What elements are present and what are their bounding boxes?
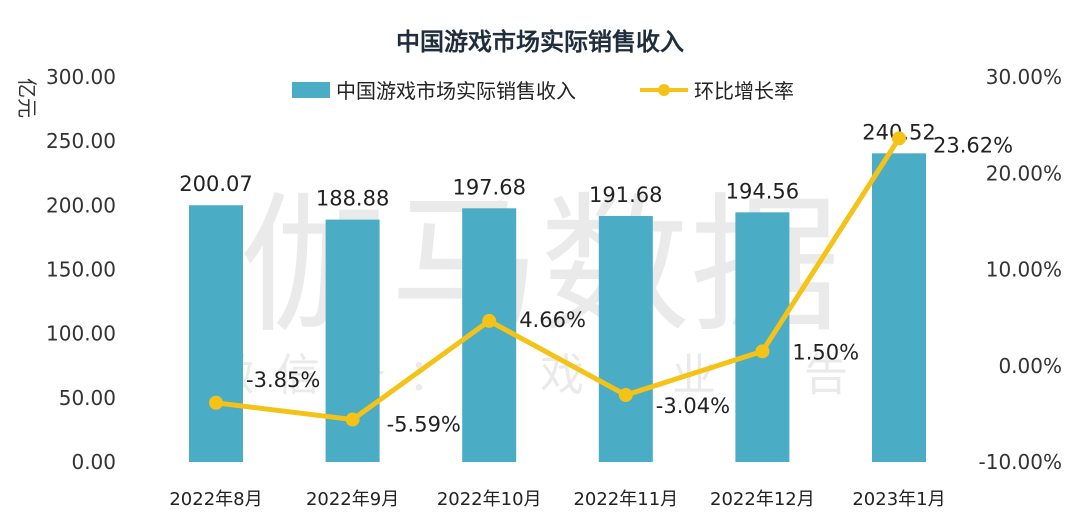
bar-value-label: 188.88 bbox=[316, 187, 389, 211]
bar-value-label: 200.07 bbox=[179, 172, 252, 196]
x-tick-label: 2022年10月 bbox=[437, 489, 542, 510]
growth-value-label: -3.04% bbox=[656, 394, 730, 418]
growth-value-label: -5.59% bbox=[387, 413, 461, 437]
left-tick-label: 200.00 bbox=[46, 193, 116, 217]
growth-value-label: 23.62% bbox=[933, 133, 1013, 157]
right-tick-label: 30.00% bbox=[986, 65, 1062, 89]
right-tick-label: 10.00% bbox=[986, 258, 1062, 282]
growth-point bbox=[755, 344, 770, 359]
x-tick-label: 2023年1月 bbox=[852, 489, 945, 510]
right-tick-label: -10.00% bbox=[979, 450, 1062, 474]
bar bbox=[872, 153, 926, 462]
left-tick-label: 250.00 bbox=[46, 129, 116, 153]
y-axis-label: 亿元 bbox=[15, 78, 39, 118]
x-tick-label: 2022年12月 bbox=[710, 489, 815, 510]
bar bbox=[189, 205, 243, 462]
left-tick-label: 50.00 bbox=[59, 386, 116, 410]
growth-point bbox=[618, 388, 633, 403]
x-tick-label: 2022年9月 bbox=[306, 489, 399, 510]
growth-value-label: -3.85% bbox=[246, 368, 320, 392]
legend-bar-label: 中国游戏市场实际销售收入 bbox=[336, 79, 576, 103]
growth-point bbox=[345, 412, 360, 427]
left-tick-label: 300.00 bbox=[46, 65, 116, 89]
growth-point bbox=[892, 131, 906, 146]
legend: 中国游戏市场实际销售收入 环比增长率 bbox=[292, 79, 794, 103]
growth-point bbox=[482, 313, 497, 328]
growth-value-label: 1.50% bbox=[792, 340, 859, 364]
bar-value-label: 194.56 bbox=[726, 179, 799, 203]
right-axis-ticks: -10.00% 0.00% 10.00% 20.00% 30.00% bbox=[979, 65, 1062, 474]
line-series bbox=[209, 131, 906, 427]
bar bbox=[735, 212, 790, 462]
legend-bar-swatch bbox=[292, 82, 330, 98]
bar bbox=[598, 216, 653, 462]
x-tick-label: 2022年11月 bbox=[573, 489, 678, 510]
x-axis-ticks: 2022年8月 2022年9月 2022年10月 2022年11月 2022年12月 20… bbox=[169, 489, 945, 510]
chart-title: 中国游戏市场实际销售收入 bbox=[396, 28, 684, 56]
legend-line-marker bbox=[658, 84, 670, 96]
growth-point bbox=[209, 395, 223, 410]
line-value-labels: -3.85% -5.59% 4.66% -3.04% 1.50% 23.62% bbox=[246, 133, 1013, 436]
growth-value-label: 4.66% bbox=[519, 308, 586, 332]
right-tick-label: 0.00% bbox=[998, 354, 1062, 378]
bar-value-label: 197.68 bbox=[452, 175, 525, 199]
right-tick-label: 20.00% bbox=[986, 161, 1062, 185]
left-tick-label: 100.00 bbox=[46, 322, 116, 346]
legend-line-label: 环比增长率 bbox=[694, 79, 794, 103]
x-tick-label: 2022年8月 bbox=[169, 489, 262, 510]
left-axis-ticks: 0.00 50.00 100.00 150.00 200.00 250.00 300.00 bbox=[46, 65, 116, 474]
growth-line bbox=[215, 137, 902, 423]
left-tick-label: 150.00 bbox=[46, 258, 116, 282]
left-tick-label: 0.00 bbox=[71, 450, 116, 474]
bar-value-label: 191.68 bbox=[589, 183, 662, 207]
